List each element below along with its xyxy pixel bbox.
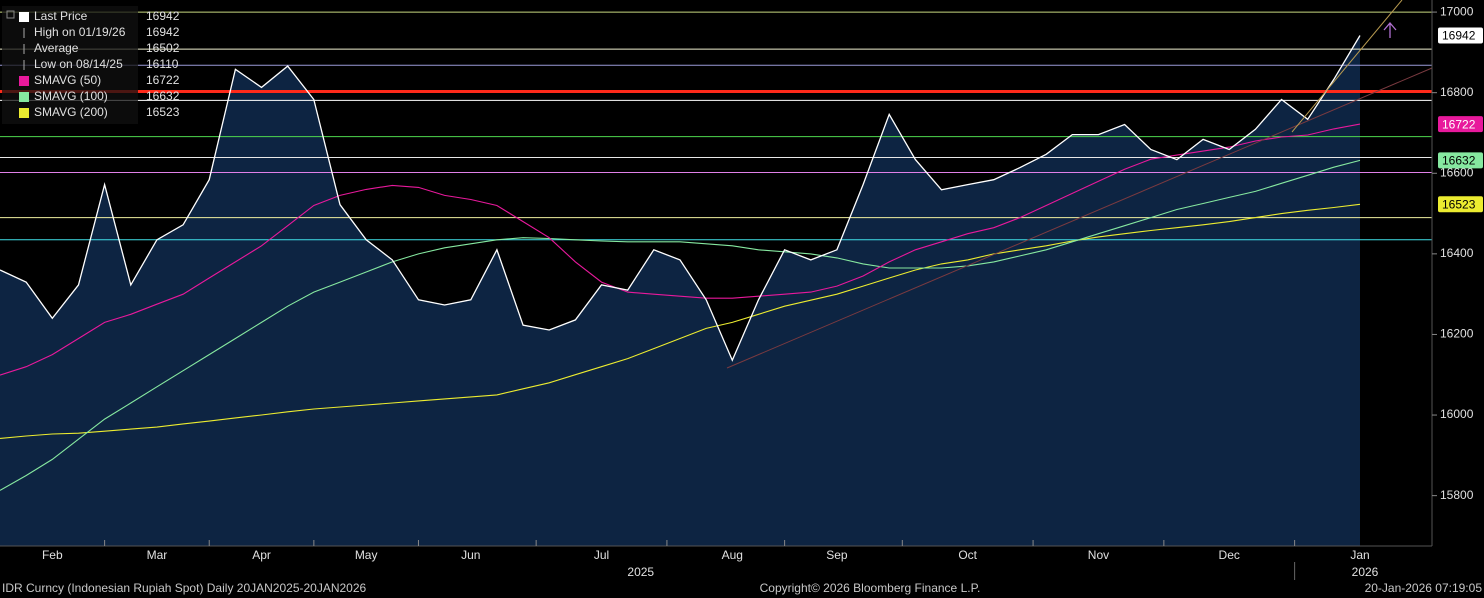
x-tick-label: Oct <box>958 548 977 562</box>
last-value-label: 16632 <box>1442 154 1476 168</box>
last-value-tag <box>1438 116 1483 133</box>
price-area <box>0 35 1360 546</box>
legend-label: Average <box>34 41 79 55</box>
y-tick-label: 16800 <box>1440 85 1474 99</box>
y-tick-label: 16000 <box>1440 407 1474 421</box>
trend-lines <box>726 0 1433 369</box>
x-tick-label: Aug <box>722 548 743 562</box>
x-tick-label: Mar <box>147 548 168 562</box>
legend-value: 16722 <box>146 73 180 87</box>
last-value-label: 16523 <box>1442 197 1476 211</box>
y-tick-label: 16400 <box>1440 246 1474 260</box>
legend-label: SMAVG (100) <box>34 89 108 103</box>
legend-label: SMAVG (50) <box>34 73 101 87</box>
legend-value: 16632 <box>146 89 180 103</box>
footer-center: Copyright© 2026 Bloomberg Finance L.P. <box>760 581 981 595</box>
legend-value: 16502 <box>146 41 180 55</box>
legend-swatch <box>19 92 29 102</box>
x-tick-label: May <box>355 548 378 562</box>
footer-left: IDR Curncy (Indonesian Rupiah Spot) Dail… <box>2 581 367 595</box>
legend-value: 16942 <box>146 9 180 23</box>
legend-value: 16110 <box>146 57 179 71</box>
legend-collapse <box>6 10 15 19</box>
x-tick-label: Feb <box>42 548 63 562</box>
x-tick-label: Jun <box>461 548 480 562</box>
trend-line <box>1291 0 1403 133</box>
legend: Last Price 16942 High on 01/19/26 16942 Aver… <box>2 6 180 124</box>
last-value-tag <box>1438 152 1483 169</box>
y-tick-label: 16600 <box>1440 165 1474 179</box>
x-group-label: 2025 <box>627 565 654 579</box>
y-tick-label: 17000 <box>1440 4 1474 18</box>
legend-label: Low on 08/14/25 <box>34 57 123 71</box>
sma-line <box>0 203 1361 439</box>
x-tick-label: Dec <box>1219 548 1240 562</box>
last-value-tag <box>1438 196 1483 213</box>
plot-area <box>0 11 1432 546</box>
sma-line <box>0 159 1361 491</box>
legend-label: SMAVG (200) <box>34 105 108 119</box>
legend-label: Last Price <box>34 9 88 23</box>
axes: 15800 16000 16200 16400 16600 16800 17000 16942… <box>42 4 1483 580</box>
last-value-tag <box>1438 27 1483 44</box>
x-tick-label: Jan <box>1350 548 1369 562</box>
footer-right: 20-Jan-2026 07:19:05 <box>1365 581 1483 595</box>
y-tick-label: 16200 <box>1440 327 1474 341</box>
x-tick-label: Sep <box>826 548 848 562</box>
last-value-label: 16722 <box>1442 117 1476 131</box>
x-tick-label: Apr <box>252 548 271 562</box>
legend-label: High on 01/19/26 <box>34 25 126 39</box>
arrow-annotation <box>1383 22 1397 38</box>
sma-line <box>0 123 1361 376</box>
legend-swatch <box>19 108 29 118</box>
x-group-label: 2026 <box>1352 565 1379 579</box>
legend-value: 16942 <box>146 25 180 39</box>
x-tick-label: Nov <box>1088 548 1109 562</box>
legend-value: 16523 <box>146 105 180 119</box>
trend-line <box>726 67 1433 369</box>
price-line <box>0 35 1361 362</box>
legend-swatch <box>19 76 29 86</box>
legend-swatch <box>19 12 29 22</box>
last-value-label: 16942 <box>1442 29 1476 43</box>
legend-background <box>2 6 138 124</box>
y-tick-label: 15800 <box>1440 488 1474 502</box>
x-tick-label: Jul <box>594 548 609 562</box>
